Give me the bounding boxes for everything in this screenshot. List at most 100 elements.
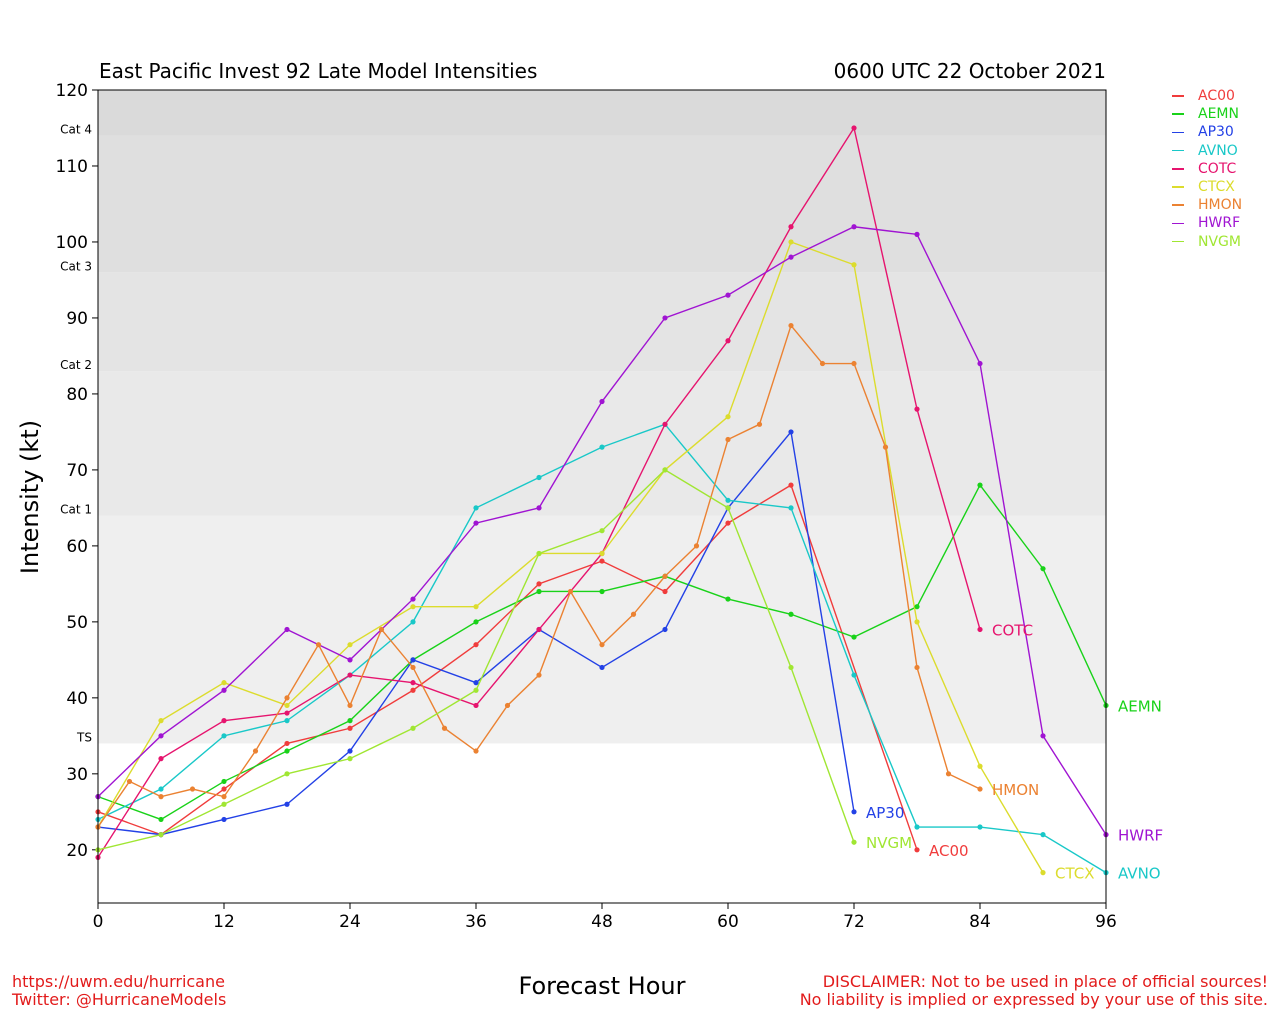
data-point-hwrf xyxy=(536,505,542,511)
data-point-hmon xyxy=(284,695,290,701)
data-point-ac00 xyxy=(410,687,416,693)
data-point-aemn xyxy=(788,611,794,617)
data-point-hwrf xyxy=(221,687,227,693)
data-point-aemn xyxy=(914,604,920,610)
band-label-cat-2: Cat 2 xyxy=(60,358,92,372)
data-point-ctcx xyxy=(599,550,605,557)
data-point-hmon xyxy=(504,702,511,709)
legend-item-hmon: HMON xyxy=(1172,196,1242,214)
data-point-avno xyxy=(725,497,731,503)
data-point-cotc xyxy=(410,680,416,686)
y-tick-label: 110 xyxy=(56,157,88,177)
y-tick-label: 70 xyxy=(66,461,88,481)
data-point-cotc xyxy=(473,702,479,709)
band-cat-2 xyxy=(98,272,1106,372)
data-point-ac00 xyxy=(536,581,542,587)
data-point-ctcx xyxy=(221,680,227,686)
data-point-hmon xyxy=(252,748,259,754)
data-point-nvgm xyxy=(284,771,290,777)
data-point-ap30 xyxy=(788,429,794,435)
data-point-aemn xyxy=(1040,566,1046,572)
data-point-avno xyxy=(221,733,227,739)
x-tick-label: 48 xyxy=(591,912,613,932)
data-point-hmon xyxy=(567,588,574,595)
legend-item-avno: AVNO xyxy=(1172,142,1242,160)
series-end-label-hwrf: HWRF xyxy=(1118,827,1163,845)
data-point-hmon xyxy=(914,664,920,671)
legend-label-ctcx: CTCX xyxy=(1198,178,1235,195)
legend-swatch-hmon xyxy=(1172,204,1184,206)
data-point-avno xyxy=(284,718,290,724)
legend-label-ac00: AC00 xyxy=(1198,88,1235,104)
data-point-hwrf xyxy=(410,596,416,602)
data-point-hwrf xyxy=(788,254,794,260)
series-points xyxy=(95,125,1109,876)
data-point-hmon xyxy=(315,642,322,648)
y-axis-label: Intensity (kt) xyxy=(16,419,44,575)
x-tick-label: 36 xyxy=(465,912,487,932)
data-point-avno xyxy=(914,824,920,830)
disclaimer-line-2: No liability is implied or expressed by … xyxy=(799,990,1268,1009)
data-point-hmon xyxy=(347,702,353,709)
data-point-nvgm xyxy=(410,725,416,731)
data-point-hmon xyxy=(945,771,952,777)
data-point-aemn xyxy=(536,588,542,595)
data-point-avno xyxy=(788,505,794,511)
data-point-cotc xyxy=(977,626,983,633)
website-link[interactable]: https://uwm.edu/hurricane xyxy=(12,972,225,991)
series-end-label-ap30: AP30 xyxy=(866,804,904,822)
data-point-hwrf xyxy=(599,398,605,405)
data-point-ctcx xyxy=(977,763,983,769)
data-point-ap30 xyxy=(851,809,857,815)
data-point-cotc xyxy=(221,718,227,724)
legend-swatch-ap30 xyxy=(1172,131,1184,134)
data-point-hmon xyxy=(599,642,605,648)
legend-swatch-hwrf xyxy=(1172,222,1184,225)
data-point-hmon xyxy=(788,322,794,329)
data-point-hmon xyxy=(756,421,763,427)
y-tick-label: 120 xyxy=(56,81,88,101)
legend-item-ap30: AP30 xyxy=(1172,123,1242,141)
data-point-ac00 xyxy=(725,520,731,526)
legend-item-aemn: AEMN xyxy=(1172,105,1242,123)
data-point-hmon xyxy=(725,436,731,443)
data-point-ctcx xyxy=(725,414,731,420)
legend-swatch-cotc xyxy=(1172,168,1184,170)
data-point-nvgm xyxy=(158,832,164,838)
data-point-cotc xyxy=(662,421,668,427)
series-end-label-aemn: AEMN xyxy=(1118,697,1162,715)
data-point-ap30 xyxy=(662,626,668,633)
legend-item-cotc: COTC xyxy=(1172,160,1242,178)
legend-item-nvgm: NVGM xyxy=(1172,233,1242,251)
data-point-cotc xyxy=(725,338,731,344)
data-point-aemn xyxy=(599,588,605,595)
data-point-hwrf xyxy=(851,224,857,230)
legend-swatch-nvgm xyxy=(1172,240,1184,243)
data-point-cotc xyxy=(788,224,794,230)
data-point-avno xyxy=(473,505,479,511)
axis-ticks: 20 30 40 50 60 70 80 90 100 110 120 0 12 24 36 48 60 72 84… xyxy=(56,81,1117,932)
legend-swatch-aemn xyxy=(1172,113,1184,115)
legend-label-hmon: HMON xyxy=(1198,197,1243,214)
series-line-ctcx xyxy=(97,241,1044,873)
legend-swatch-ac00 xyxy=(1172,95,1184,97)
data-point-ctcx xyxy=(1040,870,1046,876)
band-label-cat-4: Cat 4 xyxy=(60,123,92,137)
data-point-nvgm xyxy=(473,687,479,693)
category-bands xyxy=(98,90,1106,903)
data-point-cotc xyxy=(284,710,290,716)
data-point-hwrf xyxy=(473,520,479,526)
legend-label-aemn: AEMN xyxy=(1198,106,1239,123)
series-end-label-hmon: HMON xyxy=(992,781,1039,799)
data-point-ctcx xyxy=(284,702,290,709)
data-point-hmon xyxy=(441,725,448,731)
data-point-ap30 xyxy=(599,664,605,671)
data-point-ap30 xyxy=(221,816,227,823)
y-tick-label: 90 xyxy=(66,309,88,329)
legend: AC00 AEMN AP30 AVNO COTC CTCX HMON HWRF NVGM xyxy=(1172,87,1242,251)
data-point-avno xyxy=(851,672,857,678)
band-label-cat-3: Cat 3 xyxy=(60,259,92,273)
data-point-ap30 xyxy=(347,748,353,754)
data-point-nvgm xyxy=(221,801,227,807)
